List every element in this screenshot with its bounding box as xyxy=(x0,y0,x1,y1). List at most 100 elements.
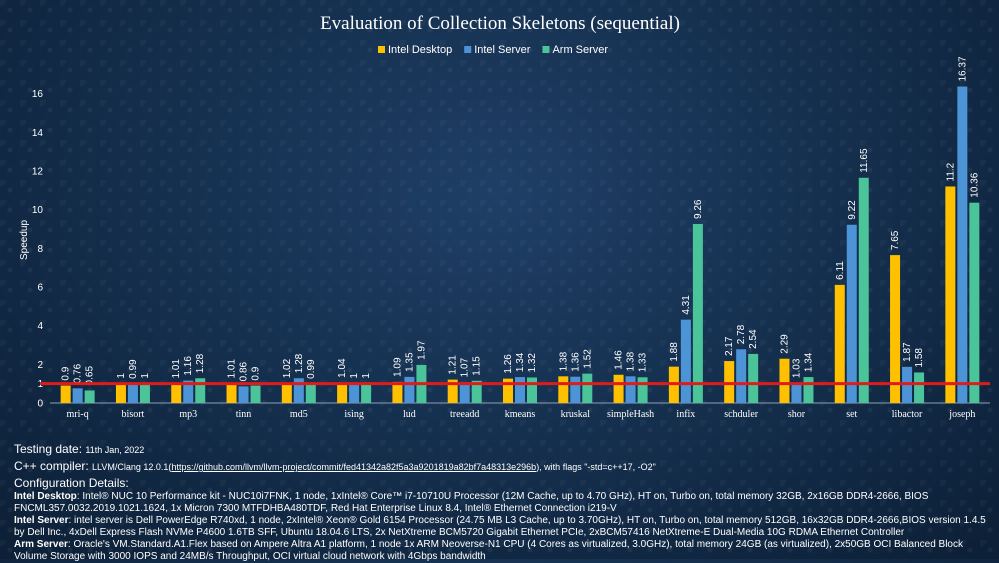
category-label-treeadd: treeadd xyxy=(450,409,479,420)
bar-arm-server-kruskal xyxy=(582,373,593,403)
bar-intel-server-tinn xyxy=(238,386,249,403)
bar-intel-desktop-libactor xyxy=(890,255,901,403)
bar-intel-desktop-ising xyxy=(337,382,348,403)
data-label-intel-server-tinn: 0.86 xyxy=(239,361,250,381)
bar-intel-desktop-kmeans xyxy=(503,378,513,403)
data-label-intel-server-kruskal: 1.36 xyxy=(570,352,581,372)
arm-server-config: Arm Server: Oracle's VM.Standard.A1.Flex… xyxy=(14,539,989,563)
data-label-arm-server-libactor: 1.58 xyxy=(914,348,925,368)
data-label-intel-desktop-lud: 1.09 xyxy=(392,357,403,377)
category-label-bisort: bisort xyxy=(122,409,145,420)
bar-arm-server-tinn xyxy=(250,385,261,403)
data-label-intel-server-ising: 1 xyxy=(349,373,360,379)
legend: Intel Desktop Intel Server Arm Server xyxy=(378,44,608,56)
bar-arm-server-treeadd xyxy=(471,380,482,403)
data-label-arm-server-mri-q: 0.65 xyxy=(85,366,96,386)
data-label-intel-desktop-tinn: 1.01 xyxy=(227,359,238,379)
data-label-arm-server-ising: 1 xyxy=(361,373,372,379)
testing-date-value: 11th Jan, 2022 xyxy=(85,445,145,455)
data-label-intel-server-md5: 1.28 xyxy=(294,353,305,373)
arm-server-text: : Oracle's VM.Standard.A1.Flex based on … xyxy=(14,539,963,562)
data-label-intel-desktop-libactor: 7.65 xyxy=(890,230,901,250)
category-label-infix: infix xyxy=(676,409,695,420)
category-label-shor: shor xyxy=(788,409,806,420)
bar-intel-desktop-mri-q xyxy=(60,385,71,403)
data-label-intel-server-set: 9.22 xyxy=(847,200,858,220)
data-label-intel-desktop-kmeans: 1.26 xyxy=(503,354,514,374)
legend-swatch-arm-server xyxy=(542,46,550,53)
legend-label-intel-server: Intel Server xyxy=(474,44,531,56)
intel-desktop-text: : Intel® NUC 10 Performance kit - NUC10i… xyxy=(14,491,929,514)
bar-intel-desktop-lud xyxy=(392,381,403,403)
bar-intel-desktop-set xyxy=(834,284,845,403)
data-label-arm-server-joseph: 10.36 xyxy=(969,172,980,197)
data-label-arm-server-lud: 1.97 xyxy=(416,340,427,360)
bar-arm-server-ising xyxy=(361,383,372,403)
data-label-arm-server-infix: 9.26 xyxy=(693,199,704,219)
data-label-arm-server-md5: 0.99 xyxy=(306,359,317,379)
category-label-libactor: libactor xyxy=(892,409,923,420)
compiler-suffix: ), with flags "-std=c++17, -O2" xyxy=(536,462,656,472)
bar-arm-server-joseph xyxy=(969,202,980,403)
data-label-arm-server-kruskal: 1.52 xyxy=(582,349,593,369)
bar-intel-server-kruskal xyxy=(570,376,581,403)
y-tick-label: 2 xyxy=(37,360,43,371)
data-label-intel-desktop-mri-q: 0.9 xyxy=(61,366,72,380)
bar-arm-server-simplehash xyxy=(637,377,648,403)
bar-arm-server-infix xyxy=(692,223,703,403)
bar-arm-server-kmeans xyxy=(527,377,537,403)
bar-intel-server-set xyxy=(846,224,857,403)
bar-intel-desktop-kruskal xyxy=(558,376,569,403)
category-label-kmeans: kmeans xyxy=(505,409,536,420)
category-label-lud: lud xyxy=(403,409,416,420)
bar-intel-desktop-md5 xyxy=(281,383,292,403)
category-label-kruskal: kruskal xyxy=(561,409,591,420)
bar-arm-server-md5 xyxy=(305,383,316,403)
bar-intel-desktop-tinn xyxy=(226,383,237,403)
bar-intel-server-shor xyxy=(791,383,802,403)
category-label-ising: ising xyxy=(344,409,363,420)
compiler-prefix: LLVM/Clang 12.0.1( xyxy=(92,462,172,472)
data-label-intel-server-shor: 1.03 xyxy=(791,358,802,378)
y-tick-label: 10 xyxy=(32,205,44,216)
bar-intel-server-md5 xyxy=(293,378,304,403)
bar-intel-server-joseph xyxy=(957,86,968,403)
bar-arm-server-shor xyxy=(803,377,814,403)
data-label-intel-desktop-set: 6.11 xyxy=(835,261,846,280)
intel-desktop-label: Intel Desktop xyxy=(14,491,77,502)
bar-intel-desktop-schduler xyxy=(724,361,735,403)
y-tick-label: 4 xyxy=(37,321,43,332)
bar-intel-server-mp3 xyxy=(183,380,194,403)
bar-intel-desktop-bisort xyxy=(115,383,126,403)
data-label-intel-server-joseph: 16.37 xyxy=(957,56,968,81)
intel-server-label: Intel Server xyxy=(14,515,69,526)
bar-intel-server-lud xyxy=(404,376,415,403)
data-label-intel-desktop-treeadd: 1.21 xyxy=(448,355,459,375)
legend-label-intel-desktop: Intel Desktop xyxy=(388,44,452,56)
data-label-arm-server-mp3: 1.28 xyxy=(195,353,206,373)
intel-desktop-config: Intel Desktop: Intel® NUC 10 Performance… xyxy=(14,491,989,515)
bar-intel-desktop-treeadd xyxy=(447,379,458,403)
bar-intel-desktop-joseph xyxy=(945,186,956,403)
testing-date-line: Testing date: 11th Jan, 2022 xyxy=(14,441,989,458)
bar-intel-server-kmeans xyxy=(515,377,525,403)
data-label-intel-server-mp3: 1.16 xyxy=(183,356,194,376)
data-label-intel-desktop-md5: 1.02 xyxy=(282,358,293,378)
compiler-link[interactable]: https://github.com/llvm/llvm-project/com… xyxy=(171,462,537,472)
data-label-intel-server-infix: 4.31 xyxy=(681,295,692,315)
bar-arm-server-mri-q xyxy=(84,390,95,403)
bar-arm-server-set xyxy=(858,177,869,403)
data-label-intel-desktop-simplehash: 1.46 xyxy=(614,350,625,370)
data-label-intel-desktop-bisort: 1 xyxy=(116,373,127,379)
category-label-mri-q: mri-q xyxy=(67,409,89,420)
y-tick-label: 12 xyxy=(32,167,44,178)
bar-intel-server-ising xyxy=(349,383,360,403)
data-label-intel-server-treeadd: 1.07 xyxy=(460,357,471,377)
bar-intel-server-simplehash xyxy=(625,376,636,403)
data-label-intel-server-mri-q: 0.76 xyxy=(73,363,84,383)
data-label-arm-server-kmeans: 1.32 xyxy=(527,353,538,373)
data-label-intel-desktop-kruskal: 1.38 xyxy=(558,351,569,371)
data-label-arm-server-schduler: 2.54 xyxy=(748,329,759,349)
bar-arm-server-schduler xyxy=(748,353,759,403)
category-label-md5: md5 xyxy=(290,409,308,420)
